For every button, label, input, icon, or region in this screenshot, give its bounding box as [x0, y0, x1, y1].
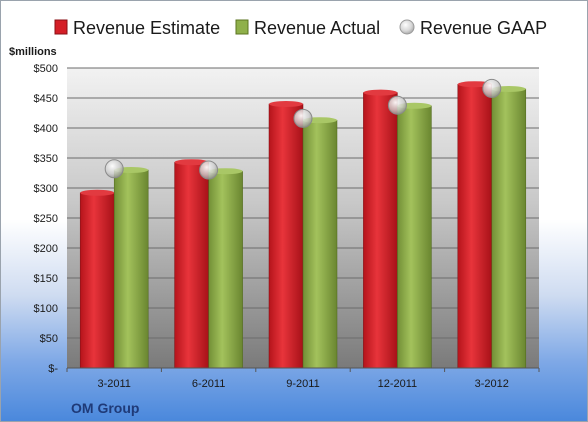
x-axis-ticks: 3-2011 6-2011 9-2011 12-2011 3-2012	[66, 368, 540, 390]
legend-marker-revenue-gaap	[399, 19, 415, 35]
company-name: OM Group	[71, 400, 139, 416]
bar-revenue-estimate	[457, 83, 493, 369]
y-tick-label: $250	[34, 213, 58, 225]
bar-top-revenue-estimate	[269, 101, 303, 107]
legend-label-revenue-gaap: Revenue GAAP	[420, 18, 547, 38]
y-tick-label: $500	[34, 63, 58, 75]
bars	[79, 81, 527, 369]
legend-label-revenue-actual: Revenue Actual	[254, 18, 380, 38]
y-tick-label: $-	[48, 363, 58, 375]
bar-revenue-estimate	[268, 103, 304, 369]
x-tick-label: 3-2012	[475, 378, 509, 390]
bar-revenue-actual	[113, 169, 149, 369]
y-tick-label: $150	[34, 273, 58, 285]
x-tick-label: 9-2011	[286, 378, 319, 390]
gaap-markers	[104, 78, 502, 180]
legend-swatch-revenue-estimate	[54, 19, 68, 35]
y-tick-label: $100	[34, 303, 58, 315]
marker-revenue-gaap	[387, 95, 407, 115]
y-tick-label: $300	[34, 183, 58, 195]
bar-revenue-actual	[491, 88, 527, 369]
y-axis-unit-label: $millions	[9, 46, 57, 58]
bar-top-revenue-estimate	[174, 159, 209, 166]
bar-top-revenue-estimate	[363, 89, 398, 96]
legend-label-revenue-estimate: Revenue Estimate	[73, 18, 220, 38]
marker-revenue-gaap	[293, 108, 313, 128]
y-tick-label: $400	[34, 123, 58, 135]
marker-revenue-gaap	[199, 160, 219, 180]
legend: Revenue Estimate Revenue Actual Revenue …	[54, 18, 547, 38]
bar-revenue-actual	[302, 119, 338, 369]
y-axis-ticks: $- $50 $100 $150 $200 $250 $300 $350 $400 $450 $50…	[34, 63, 59, 375]
y-tick-label: $50	[40, 333, 58, 345]
marker-revenue-gaap	[482, 78, 502, 98]
bar-revenue-actual	[208, 170, 243, 369]
marker-revenue-gaap	[104, 159, 124, 179]
bar-revenue-estimate	[174, 161, 209, 369]
bar-top-revenue-estimate	[80, 189, 115, 196]
y-tick-label: $200	[34, 243, 58, 255]
bar-revenue-estimate	[363, 92, 398, 369]
bar-revenue-estimate	[79, 192, 115, 369]
x-tick-label: 12-2011	[378, 378, 418, 390]
x-tick-label: 6-2011	[192, 378, 225, 390]
legend-swatch-revenue-actual	[235, 19, 249, 35]
x-tick-label: 3-2011	[97, 378, 130, 390]
bar-revenue-actual	[397, 105, 432, 369]
y-tick-label: $450	[34, 93, 58, 105]
y-tick-label: $350	[34, 153, 58, 165]
